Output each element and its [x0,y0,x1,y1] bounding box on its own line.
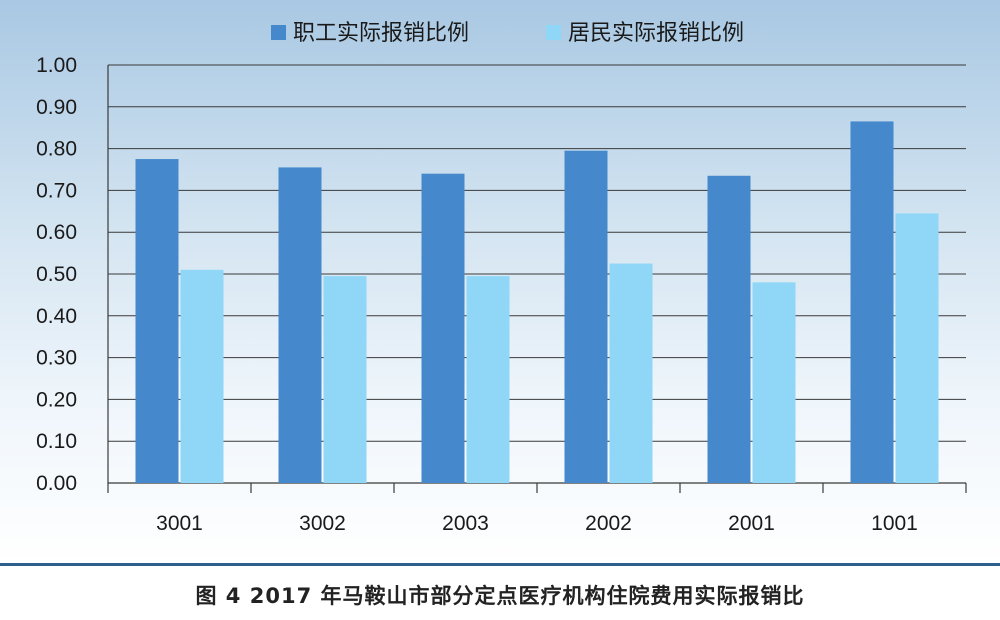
legend-swatch [546,25,561,40]
x-tick-label: 2001 [728,512,775,535]
x-tick-label: 3001 [156,512,203,535]
bar-series-2 [752,282,796,483]
bar-series-1 [564,150,608,483]
y-tick-label: 0.40 [36,305,77,328]
x-tick-label: 1001 [871,512,918,535]
y-tick-label: 0.00 [36,472,77,495]
y-tick-label: 0.60 [36,221,77,244]
bar-chart: 0.00 0.10 0.20 0.30 0.40 0.50 0.60 0.70 0.80 0.90… [36,21,967,535]
bar-series-2 [180,269,224,483]
bar-series-2 [466,276,510,483]
y-tick-label: 1.00 [36,54,77,77]
x-tick-label: 2002 [585,512,632,535]
caption-divider [0,563,1000,566]
figure-caption: 图 4 2017 年马鞍山市部分定点医疗机构住院费用实际报销比 [195,584,805,608]
bar-series-2 [609,263,653,483]
x-tick-label: 2003 [442,512,489,535]
y-tick-label: 0.70 [36,179,77,202]
bar-series-1 [707,175,751,483]
legend-label: 居民实际报销比例 [568,21,744,46]
plot-panel: 0.00 0.10 0.20 0.30 0.40 0.50 0.60 0.70 0.80 0.90… [0,0,1000,563]
y-tick-label: 0.80 [36,138,77,161]
x-tick-label: 3002 [299,512,346,535]
legend-swatch [271,25,286,40]
bar-series-1 [850,121,894,484]
legend-label: 职工实际报销比例 [293,21,469,46]
y-tick-label: 0.10 [36,430,77,453]
y-tick-label: 0.50 [36,263,77,286]
bar-series-1 [421,173,465,483]
y-tick-label: 0.30 [36,347,77,370]
bar-series-1 [135,159,179,484]
bar-series-1 [278,167,322,483]
y-tick-label: 0.20 [36,388,77,411]
y-tick-label: 0.90 [36,96,77,119]
bar-series-2 [323,276,367,483]
bar-series-2 [895,213,939,483]
